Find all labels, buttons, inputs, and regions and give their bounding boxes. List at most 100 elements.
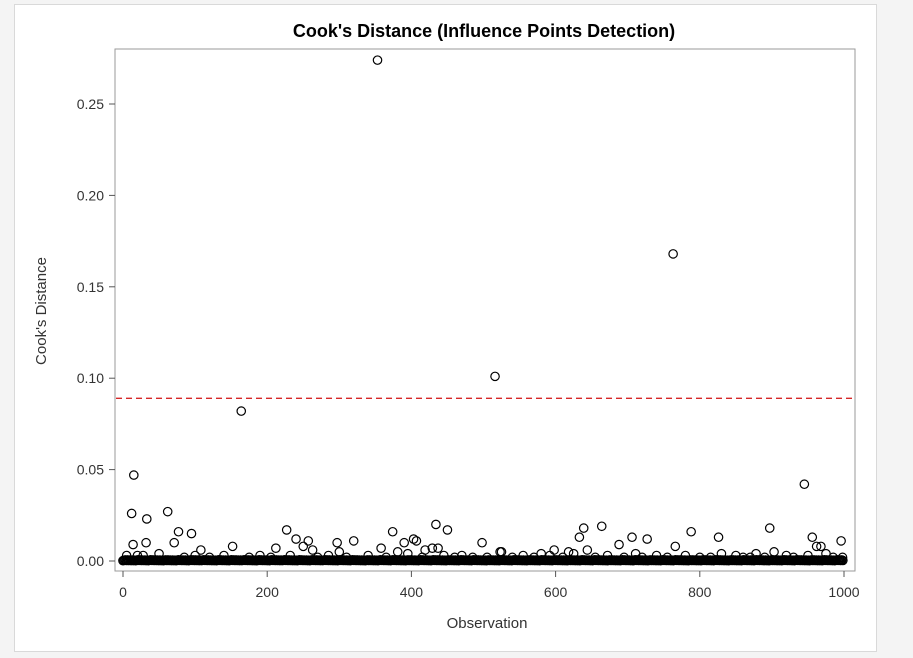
data-point [190,550,200,561]
data-point [271,543,281,554]
data-point [837,552,848,563]
data-point [236,406,247,416]
data-point [433,543,443,554]
data-point [563,547,574,557]
data-point [467,552,478,563]
data-point [363,550,373,561]
y-axis-label: Cook's Distance [33,257,50,365]
data-point [169,537,179,548]
data-point [381,552,391,563]
data-point [392,547,403,557]
data-point [694,552,705,563]
data-point [716,548,727,559]
data-point [399,537,409,548]
data-points [121,55,848,563]
data-point [670,541,681,552]
data-point [769,547,779,557]
data-point [662,552,673,563]
data-point [764,523,775,533]
data-point [731,550,741,561]
data-point [298,541,309,552]
data-point [141,537,151,548]
data-point [816,541,826,552]
data-point [668,249,678,259]
y-tick-label: 0.00 [77,553,104,569]
data-point [244,552,254,563]
data-point [614,539,624,550]
data-point [402,548,413,559]
data-point [449,552,460,563]
data-point [186,528,197,539]
y-tick-label: 0.20 [77,187,104,203]
data-point [713,532,724,543]
data-point [281,525,292,535]
data-point [477,537,487,548]
x-tick-label: 200 [256,584,280,600]
plot-area-border [114,48,856,572]
data-point [590,552,601,563]
data-point [558,552,568,563]
data-point [341,552,352,563]
x-tick-label: 400 [400,584,424,600]
data-point [549,545,559,555]
data-point [196,545,206,555]
data-point [582,545,593,555]
data-point [162,506,173,517]
data-point [303,536,314,546]
x-tick-label: 800 [688,584,712,600]
data-point [376,543,386,554]
data-point [154,548,164,559]
data-point [332,537,342,548]
data-point [266,552,276,563]
band-marker [837,555,848,566]
data-point [627,532,637,543]
data-point [781,550,792,561]
x-tick-label: 0 [119,584,127,600]
data-point [836,536,846,546]
data-point [439,550,449,561]
data-point [129,470,139,480]
data-point [545,550,555,561]
data-point [372,55,383,65]
data-point [179,552,190,563]
data-point [596,521,607,532]
data-point [334,547,345,557]
data-point [680,550,691,561]
data-point [457,550,467,561]
data-point [132,550,143,561]
data-point [348,536,359,546]
chart-frame [14,4,877,652]
data-point [442,525,453,535]
data-point [482,552,492,563]
data-point [307,545,318,555]
data-point [738,552,748,563]
data-point [219,550,229,561]
data-point [204,552,215,563]
x-axis: 0 200 400 600 800 1000 [119,571,860,600]
data-point [431,519,441,530]
data-point [128,539,138,550]
data-point [686,526,696,537]
y-tick-label: 0.15 [77,279,104,295]
data-point [427,543,438,554]
y-axis: 0.00 0.05 0.10 0.15 0.20 0.25 [77,96,115,569]
data-point [138,550,148,561]
x-tick-label: 600 [544,584,568,600]
data-point [602,550,613,561]
data-point [285,550,296,561]
data-point [126,508,137,519]
data-point [411,536,422,546]
data-point [574,532,585,543]
data-point [578,523,589,533]
data-point [121,550,132,561]
data-point [408,534,419,544]
y-tick-label: 0.25 [77,96,104,112]
data-point [529,552,539,563]
data-point [619,552,629,563]
data-point [141,514,152,524]
data-point [323,550,334,561]
data-point [759,552,770,563]
data-point [642,534,652,544]
chart-title: Cook's Distance (Influence Points Detect… [293,21,675,41]
